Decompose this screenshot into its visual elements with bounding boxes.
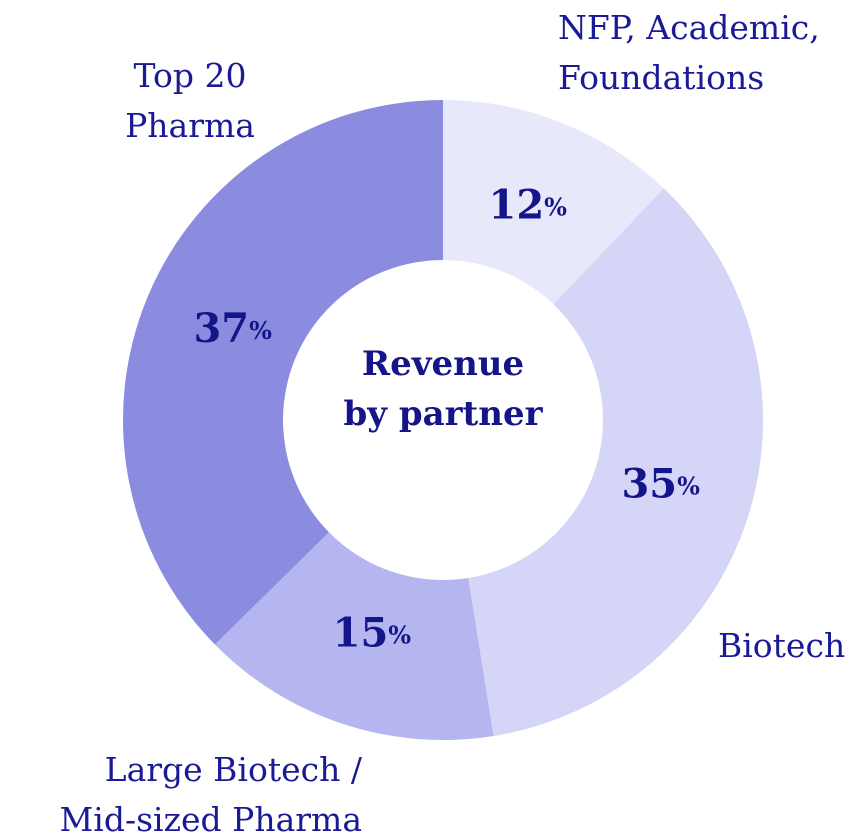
donut-slice xyxy=(122,100,443,645)
category-label: Biotech xyxy=(718,626,845,665)
value-label: 15% xyxy=(333,610,412,657)
donut-slice xyxy=(443,100,664,305)
category-label: NFP, Academic, Foundations xyxy=(558,8,820,97)
value-label: 35% xyxy=(621,461,700,508)
donut-slice xyxy=(468,188,763,736)
value-label: 37% xyxy=(193,305,272,352)
category-label: Large Biotech / Mid-sized Pharma xyxy=(59,750,362,839)
donut-slice xyxy=(214,532,494,741)
value-label: 12% xyxy=(488,181,567,228)
chart-title: Revenue by partner xyxy=(343,344,543,434)
category-label: Top 20 Pharma xyxy=(125,56,255,145)
